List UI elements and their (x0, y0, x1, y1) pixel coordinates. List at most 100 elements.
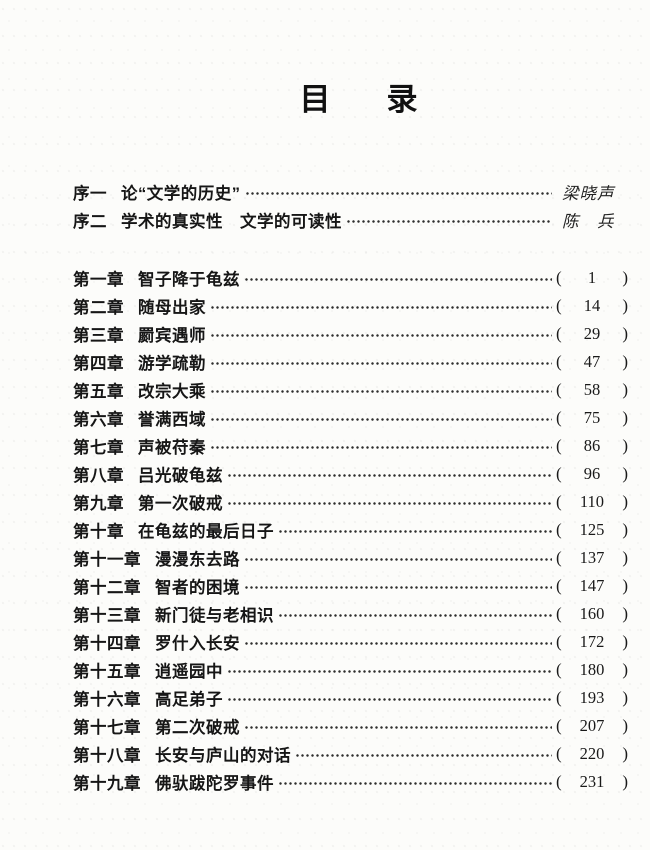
chapter-label: 第十八章 (73, 747, 141, 765)
dot-leader (211, 333, 552, 337)
page-number: 220 (579, 744, 605, 763)
chapter-page: ( 86 ) (556, 436, 628, 456)
chapter-title: 智子降于龟兹 (138, 271, 240, 289)
chapter-row: 第十章 在龟兹的最后日子 ( 125 ) (73, 516, 628, 544)
chapter-page: ( 160 ) (556, 604, 628, 624)
preface-row: 序一 论“文学的历史” 梁晓声 (73, 178, 628, 206)
chapter-row: 第十一章 漫漫东去路 ( 137 ) (73, 544, 628, 572)
chapter-title: 誉满西域 (138, 411, 206, 429)
chapter-title: 第二次破戒 (155, 719, 240, 737)
page-title-char-2: 录 (386, 82, 418, 117)
page-number: 47 (583, 352, 601, 371)
paren-open-glyph: ( (556, 380, 562, 399)
preface-label: 序二 (73, 213, 107, 231)
paren-open-glyph: ( (556, 604, 562, 623)
dot-leader (245, 557, 552, 561)
page-number: 180 (579, 660, 605, 679)
chapter-row: 第七章 声被苻秦 ( 86 ) (73, 432, 628, 460)
chapter-title: 吕光破龟兹 (138, 467, 223, 485)
chapter-row: 第六章 誉满西域 ( 75 ) (73, 404, 628, 432)
chapter-page: ( 75 ) (556, 408, 628, 428)
chapter-label: 第八章 (73, 467, 124, 485)
chapter-title: 长安与庐山的对话 (155, 747, 291, 765)
paren-close-glyph: ) (622, 380, 628, 399)
dot-leader (245, 585, 552, 589)
preface-author: 梁晓声 (562, 184, 615, 203)
chapter-page: ( 207 ) (556, 716, 628, 736)
chapter-row: 第十九章 佛驮跋陀罗事件 ( 231 ) (73, 768, 628, 796)
dot-leader (245, 191, 552, 195)
chapter-label: 第十一章 (73, 551, 141, 569)
paren-close-glyph: ) (622, 464, 628, 483)
dot-leader (211, 445, 552, 449)
paren-open-glyph: ( (556, 576, 562, 595)
page-number: 14 (583, 296, 601, 315)
chapter-title: 罽宾遇师 (138, 327, 206, 345)
paren-open-glyph: ( (556, 436, 562, 455)
chapter-page: ( 180 ) (556, 660, 628, 680)
chapter-list: 第一章 智子降于龟兹 ( 1 ) 第二章 随母出家 ( 14 ) 第三章 罽宾遇… (73, 264, 628, 796)
chapter-label: 第七章 (73, 439, 124, 457)
chapter-page: ( 147 ) (556, 576, 628, 596)
chapter-page: ( 96 ) (556, 464, 628, 484)
paren-open-glyph: ( (556, 296, 562, 315)
paren-open-glyph: ( (556, 408, 562, 427)
chapter-row: 第二章 随母出家 ( 14 ) (73, 292, 628, 320)
paren-close-glyph: ) (622, 296, 628, 315)
paren-open-glyph: ( (556, 716, 562, 735)
chapter-row: 第三章 罽宾遇师 ( 29 ) (73, 320, 628, 348)
chapter-row: 第十二章 智者的困境 ( 147 ) (73, 572, 628, 600)
chapter-label: 第四章 (73, 355, 124, 373)
chapter-page: ( 1 ) (556, 268, 628, 288)
chapter-row: 第九章 第一次破戒 ( 110 ) (73, 488, 628, 516)
paren-close-glyph: ) (622, 744, 628, 763)
chapter-label: 第三章 (73, 327, 124, 345)
page-number: 125 (579, 520, 605, 539)
paren-close-glyph: ) (622, 632, 628, 651)
chapter-label: 第十三章 (73, 607, 141, 625)
page-number: 172 (579, 632, 605, 651)
paren-close-glyph: ) (622, 772, 628, 791)
chapter-title: 随母出家 (138, 299, 206, 317)
chapter-label: 第一章 (73, 271, 124, 289)
paren-open-glyph: ( (556, 520, 562, 539)
preface-title: 论“文学的历史” (121, 185, 241, 203)
page-number: 1 (587, 268, 597, 287)
chapter-row: 第十七章 第二次破戒 ( 207 ) (73, 712, 628, 740)
preface-author: 陈 兵 (562, 212, 615, 231)
chapter-page: ( 29 ) (556, 324, 628, 344)
chapter-label: 第九章 (73, 495, 124, 513)
page-number: 147 (579, 576, 605, 595)
preface-list: 序一 论“文学的历史” 梁晓声 序二 学术的真实性 文学的可读性 陈 兵 (73, 178, 628, 234)
page-number: 137 (579, 548, 605, 567)
dot-leader (228, 501, 552, 505)
chapter-label: 第二章 (73, 299, 124, 317)
paren-open-glyph: ( (556, 352, 562, 371)
paren-open-glyph: ( (556, 492, 562, 511)
chapter-title: 声被苻秦 (138, 439, 206, 457)
paren-open-glyph: ( (556, 744, 562, 763)
dot-leader (228, 473, 552, 477)
dot-leader (245, 641, 552, 645)
chapter-page: ( 137 ) (556, 548, 628, 568)
chapter-label: 第十二章 (73, 579, 141, 597)
page-title-char-1: 目 (299, 82, 331, 117)
paren-close-glyph: ) (622, 408, 628, 427)
dot-leader (211, 305, 552, 309)
paren-close-glyph: ) (622, 688, 628, 707)
paren-open-glyph: ( (556, 548, 562, 567)
paren-close-glyph: ) (622, 660, 628, 679)
page-number: 193 (579, 688, 605, 707)
chapter-page: ( 220 ) (556, 744, 628, 764)
chapter-row: 第十四章 罗什入长安 ( 172 ) (73, 628, 628, 656)
page-number: 207 (579, 716, 605, 735)
paren-close-glyph: ) (622, 604, 628, 623)
paren-close-glyph: ) (622, 268, 628, 287)
preface-row: 序二 学术的真实性 文学的可读性 陈 兵 (73, 206, 628, 234)
page-number: 231 (579, 772, 605, 791)
paren-close-glyph: ) (622, 436, 628, 455)
chapter-title: 游学疏勒 (138, 355, 206, 373)
chapter-label: 第六章 (73, 411, 124, 429)
dot-leader (228, 669, 552, 673)
chapter-title: 在龟兹的最后日子 (138, 523, 274, 541)
